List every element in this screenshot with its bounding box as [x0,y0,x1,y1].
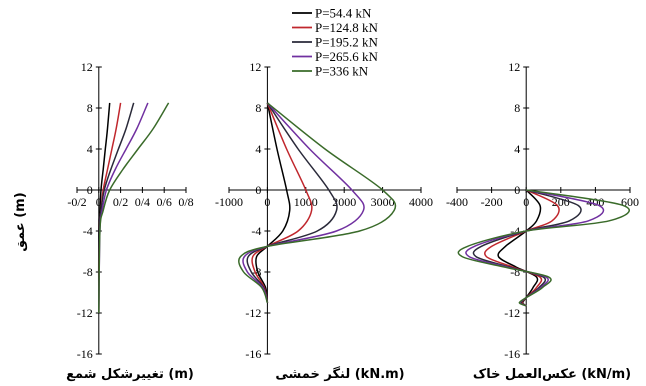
y-tick-label: -12 [77,306,93,320]
legend: P=54.4 kNP=124.8 kNP=195.2 kNP=265.6 kNP… [292,6,379,79]
series-line-1 [497,189,542,307]
y-tick-label: 12 [508,60,520,74]
legend-entry: P=336 kN [315,64,369,79]
y-tick-label: -8 [510,265,520,279]
x-tick-label: 2000 [332,195,356,209]
x-tick-label: 0/8 [178,195,193,209]
series-line-3 [246,102,338,303]
x-tick-label: -0/2 [67,195,86,209]
x-tick-label: 600 [621,195,639,209]
y-tick-label: -16 [77,347,93,361]
y-tick-label: 0 [255,183,261,197]
y-tick-label: -4 [83,224,93,238]
y-tick-label: 8 [255,101,261,115]
y-tick-label: 12 [249,60,261,74]
legend-entry: P=54.4 kN [315,6,372,21]
x-axis-title: لنگر خمشی (kN.m) [275,366,404,382]
y-tick-label: 0 [87,183,93,197]
series-line-5 [238,102,397,304]
chart-panel-bending-moment: -16 -12 -8 -4 0 4 8 12 -1000 0 1000 2000 3000 4000 لنگ… [215,60,433,382]
y-tick-label: 8 [514,101,520,115]
y-tick-label: 4 [255,142,261,156]
legend-entry: P=124.8 kN [315,20,379,35]
x-axis-title: تغییرشکل شمع (m) [66,367,194,382]
legend-entry: P=195.2 kN [315,35,379,50]
x-axis-title: عکس‌العمل خاک (kN/m) [473,367,631,382]
x-tick-label: -1000 [215,195,243,209]
x-tick-label: 1000 [294,195,318,209]
x-tick-label: 3000 [371,195,395,209]
y-axis-label: عمق (m) [13,192,28,251]
x-tick-label: 4000 [409,195,433,209]
y-tick-label: -4 [510,224,520,238]
y-tick-label: 4 [87,142,93,156]
y-tick-label: 12 [81,60,93,74]
series-line-2 [251,102,313,303]
legend-entry: P=265.6 kN [315,49,379,64]
x-tick-label: 0 [523,195,529,209]
x-tick-label: -400 [446,195,468,209]
x-tick-label: -200 [481,195,503,209]
y-tick-label: -8 [83,265,93,279]
series-line-5 [98,102,170,314]
x-tick-label: 0 [264,195,270,209]
x-tick-label: 0 [96,195,102,209]
y-tick-label: -4 [251,224,261,238]
y-tick-label: -16 [504,347,520,361]
x-tick-label: 0/2 [113,195,128,209]
y-tick-label: 8 [87,101,93,115]
y-tick-label: -8 [251,265,261,279]
x-tick-label: 0/4 [135,195,150,209]
series-line-4 [242,102,365,304]
series-line-5 [457,189,630,307]
x-tick-label: 0/6 [157,195,172,209]
y-tick-label: 4 [514,142,520,156]
y-tick-label: 0 [514,183,520,197]
series-line-1 [255,102,291,303]
y-tick-label: -12 [245,306,261,320]
y-tick-label: -12 [504,306,520,320]
y-tick-label: -16 [245,347,261,361]
